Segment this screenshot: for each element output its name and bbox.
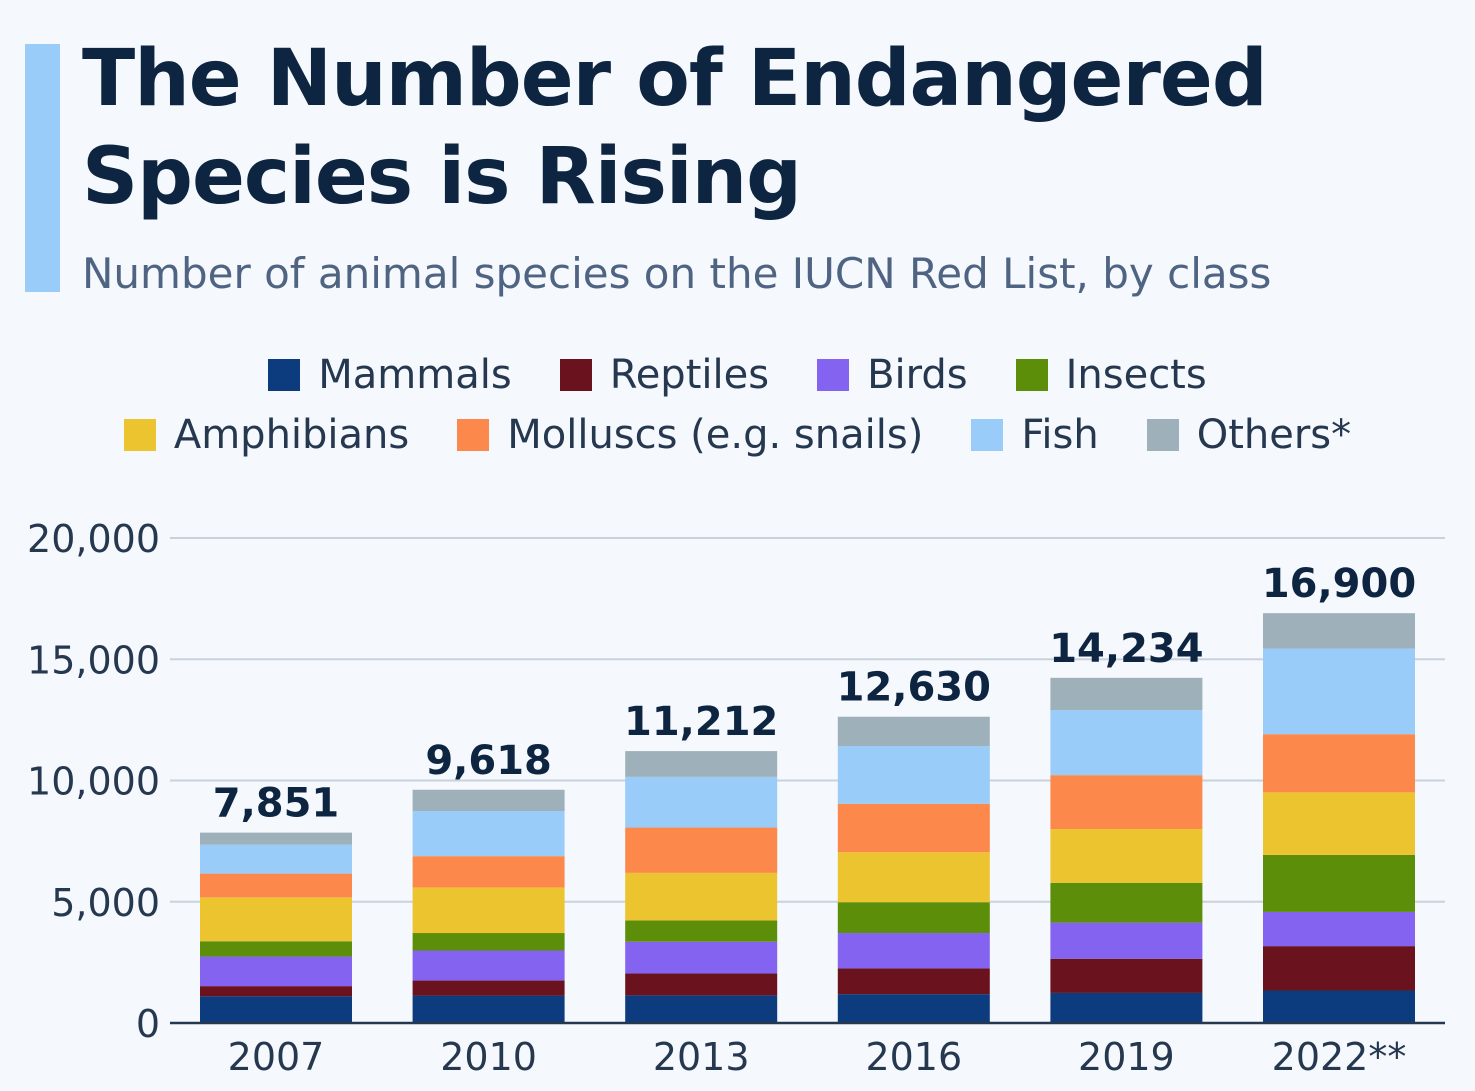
bar-segment-birds-2013	[625, 941, 778, 974]
legend-item-insects: Insects	[1015, 352, 1207, 398]
legend-label-insects: Insects	[1065, 352, 1207, 398]
total-label-2013: 11,212	[624, 699, 778, 745]
legend-row-2: Amphibians Molluscs (e.g. snails) Fish O…	[0, 405, 1475, 465]
bar-segment-fish-2010	[412, 811, 565, 857]
legend-label-mammals: Mammals	[318, 352, 512, 398]
total-label-2022: 16,900	[1262, 561, 1416, 607]
bar-segment-insects-2010	[412, 933, 565, 951]
y-tick-label-4: 20,000	[27, 517, 160, 561]
total-label-2016: 12,630	[837, 665, 991, 711]
bar-segment-mammals-2013	[625, 995, 778, 1023]
bar-segment-insects-2013	[625, 920, 778, 942]
bar-segment-reptiles-2022	[1263, 946, 1415, 991]
bar-segment-birds-2007	[200, 956, 352, 987]
bar-segment-insects-2007	[200, 941, 352, 957]
bar-segment-fish-2007	[200, 844, 352, 874]
bar-segment-molluscs-2013	[625, 827, 778, 873]
bar-segment-reptiles-2007	[200, 986, 352, 997]
bar-segment-mammals-2007	[200, 996, 352, 1023]
bar-segment-fish-2016	[837, 746, 990, 804]
bar-segment-reptiles-2010	[412, 980, 565, 996]
bar-segment-insects-2019	[1050, 882, 1203, 923]
legend-swatch-insects	[1015, 359, 1048, 391]
y-tick-label-2: 10,000	[27, 760, 160, 804]
legend-label-others: Others*	[1196, 412, 1352, 458]
bar-segment-amphibians-2022	[1263, 792, 1415, 855]
y-tick-label-0: 0	[136, 1002, 160, 1046]
bar-segment-molluscs-2007	[200, 873, 352, 898]
total-label-2010: 9,618	[425, 738, 552, 784]
bar-segment-fish-2013	[625, 776, 778, 828]
legend-item-amphibians: Amphibians	[123, 412, 410, 458]
bar-segment-insects-2022	[1263, 854, 1415, 912]
x-tick-label-2016: 2016	[865, 1035, 962, 1079]
bar-segment-mammals-2019	[1050, 992, 1203, 1023]
bar-segment-amphibians-2016	[837, 852, 990, 903]
bar-segment-reptiles-2013	[625, 973, 778, 996]
x-tick-label-2022: 2022**	[1272, 1035, 1407, 1079]
legend-item-fish: Fish	[971, 412, 1099, 458]
legend-item-reptiles: Reptiles	[559, 352, 770, 398]
bar-segment-birds-2016	[837, 933, 990, 969]
bar-segment-birds-2022	[1263, 911, 1415, 947]
legend: Mammals Reptiles Birds Insects Amphibian…	[0, 345, 1475, 465]
legend-label-birds: Birds	[867, 352, 968, 398]
legend-swatch-mammals	[268, 359, 301, 391]
bar-segment-others-2013	[625, 751, 778, 777]
bar-segment-molluscs-2016	[837, 803, 990, 853]
bar-segment-amphibians-2010	[412, 887, 565, 934]
bar-segment-insects-2016	[837, 902, 990, 934]
bar-segment-others-2007	[200, 832, 352, 845]
bar-segment-amphibians-2007	[200, 897, 352, 942]
legend-swatch-amphibians	[123, 419, 156, 451]
x-tick-label-2010: 2010	[440, 1035, 537, 1079]
bar-segment-others-2010	[412, 789, 565, 812]
chart-title: The Number of Endangered Species is Risi…	[82, 34, 1268, 222]
y-tick-label-1: 5,000	[51, 881, 160, 925]
y-tick-label-3: 15,000	[27, 638, 160, 682]
legend-label-molluscs: Molluscs (e.g. snails)	[507, 412, 924, 458]
legend-label-reptiles: Reptiles	[609, 352, 770, 398]
bar-segment-mammals-2016	[837, 994, 990, 1023]
bar-segment-others-2022	[1263, 613, 1415, 649]
bar-segment-amphibians-2019	[1050, 829, 1203, 883]
total-label-2007: 7,851	[213, 781, 340, 827]
legend-swatch-birds	[817, 359, 850, 391]
legend-swatch-fish	[971, 419, 1004, 451]
bar-segment-molluscs-2022	[1263, 734, 1415, 793]
x-tick-label-2007: 2007	[228, 1035, 325, 1079]
legend-item-birds: Birds	[817, 352, 968, 398]
bar-segment-mammals-2010	[412, 995, 565, 1023]
bar-segment-amphibians-2013	[625, 872, 778, 921]
bar-segment-birds-2010	[412, 950, 565, 981]
title-accent-bar	[25, 44, 60, 292]
legend-item-mammals: Mammals	[268, 352, 512, 398]
legend-swatch-molluscs	[457, 419, 490, 451]
bar-segment-others-2016	[837, 716, 990, 747]
legend-swatch-others	[1146, 419, 1179, 451]
bar-segment-birds-2019	[1050, 922, 1203, 959]
chart-subtitle: Number of animal species on the IUCN Red…	[82, 249, 1272, 298]
bar-segment-fish-2022	[1263, 648, 1415, 735]
bar-segment-others-2019	[1050, 677, 1203, 711]
bar-segment-molluscs-2019	[1050, 775, 1203, 829]
x-tick-label-2013: 2013	[653, 1035, 750, 1079]
total-label-2019: 14,234	[1049, 626, 1203, 672]
legend-item-others: Others*	[1146, 412, 1352, 458]
legend-row-1: Mammals Reptiles Birds Insects	[0, 345, 1475, 405]
legend-swatch-reptiles	[559, 359, 592, 391]
x-tick-label-2019: 2019	[1078, 1035, 1175, 1079]
bar-segment-molluscs-2010	[412, 856, 565, 888]
bar-segment-reptiles-2016	[837, 968, 990, 995]
bar-segment-fish-2019	[1050, 710, 1203, 776]
legend-item-molluscs: Molluscs (e.g. snails)	[457, 412, 923, 458]
legend-label-fish: Fish	[1021, 412, 1099, 458]
legend-label-amphibians: Amphibians	[173, 412, 410, 458]
bar-segment-reptiles-2019	[1050, 958, 1203, 993]
bar-segment-mammals-2022	[1263, 990, 1415, 1023]
